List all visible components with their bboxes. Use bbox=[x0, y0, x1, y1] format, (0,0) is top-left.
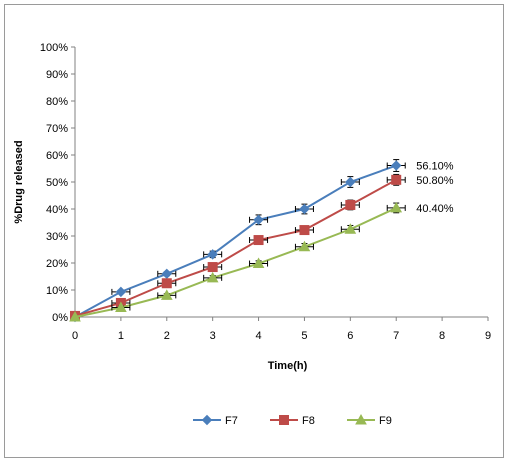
data-point bbox=[252, 257, 265, 269]
data-point bbox=[345, 199, 356, 210]
x-tick-label: 1 bbox=[118, 330, 124, 342]
data-point bbox=[253, 214, 264, 226]
data-point bbox=[391, 160, 402, 171]
legend-label: F7 bbox=[225, 415, 238, 427]
legend-marker bbox=[355, 413, 367, 425]
data-point bbox=[253, 235, 264, 246]
data-point bbox=[345, 176, 356, 188]
y-tick-label: 0% bbox=[52, 312, 68, 324]
y-tick-label: 30% bbox=[46, 231, 68, 243]
chart-frame bbox=[4, 4, 504, 458]
x-tick-label: 4 bbox=[255, 330, 261, 342]
series-f9 bbox=[69, 201, 406, 322]
x-tick-label: 5 bbox=[301, 330, 307, 342]
data-point bbox=[298, 240, 311, 252]
y-tick-label: 60% bbox=[46, 150, 68, 162]
legend-item-f7: F7 bbox=[193, 414, 238, 427]
legend-item-f8: F8 bbox=[270, 415, 315, 427]
end-value-label: 56.10% bbox=[416, 161, 454, 173]
y-tick-label: 40% bbox=[46, 204, 68, 216]
y-tick-label: 20% bbox=[46, 258, 68, 270]
y-tick-label: 10% bbox=[46, 285, 68, 297]
labels-layer: 56.10% 50.80% 40.40% bbox=[416, 161, 454, 215]
data-point bbox=[299, 225, 310, 236]
legend-item-f9: F9 bbox=[347, 413, 392, 427]
data-point bbox=[207, 262, 218, 273]
y-tick-label: 50% bbox=[46, 177, 68, 189]
x-tick-label: 2 bbox=[164, 330, 170, 342]
y-tick-label: 70% bbox=[46, 123, 68, 135]
data-point bbox=[69, 310, 81, 322]
x-tick-label: 0 bbox=[72, 330, 78, 342]
series-f7 bbox=[69, 159, 406, 323]
series-line bbox=[74, 178, 397, 317]
data-point bbox=[115, 286, 127, 298]
data-point bbox=[299, 203, 310, 215]
data-point bbox=[391, 174, 402, 185]
x-tick-label: 3 bbox=[210, 330, 216, 342]
axes: 0%10%20%30%40%50%60%70%80%90%100%0 1 2 3 4 5 6… bbox=[40, 42, 491, 342]
x-tick-label: 8 bbox=[439, 330, 445, 342]
end-value-label: 50.80% bbox=[416, 175, 454, 187]
series-line bbox=[74, 164, 397, 318]
data-point bbox=[161, 278, 172, 289]
x-tick-label: 6 bbox=[347, 330, 353, 342]
data-point bbox=[160, 289, 173, 300]
data-point bbox=[390, 201, 403, 213]
end-value-label: 40.40% bbox=[416, 203, 454, 215]
data-point bbox=[207, 249, 218, 260]
legend: F7 F8 F9 bbox=[193, 413, 392, 427]
series-f8 bbox=[70, 173, 406, 321]
y-axis-title: %Drug released bbox=[13, 140, 25, 223]
data-point bbox=[115, 301, 127, 313]
data-point bbox=[206, 271, 219, 283]
legend-marker bbox=[279, 415, 289, 425]
y-tick-label: 100% bbox=[40, 42, 68, 54]
data-point bbox=[161, 268, 172, 280]
series-layer bbox=[69, 159, 406, 323]
legend-marker bbox=[201, 414, 213, 426]
x-tick-label: 9 bbox=[485, 330, 491, 342]
y-tick-label: 90% bbox=[46, 69, 68, 81]
y-tick-label: 80% bbox=[46, 96, 68, 108]
x-tick-label: 7 bbox=[393, 330, 399, 342]
legend-label: F8 bbox=[302, 415, 315, 427]
series-line bbox=[74, 207, 397, 318]
x-axis-title: Time(h) bbox=[268, 360, 308, 372]
legend-label: F9 bbox=[379, 415, 392, 427]
data-point bbox=[344, 223, 357, 234]
